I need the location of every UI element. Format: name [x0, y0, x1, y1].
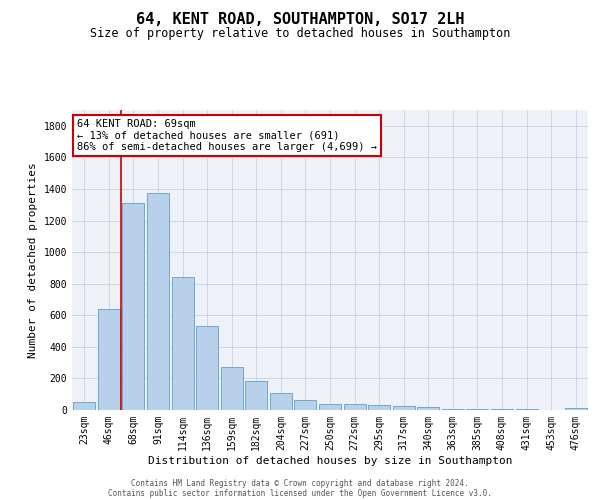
- Bar: [442, 409, 464, 410]
- Bar: [319, 404, 341, 410]
- Bar: [98, 309, 120, 410]
- Bar: [270, 394, 292, 410]
- Bar: [515, 409, 538, 410]
- Text: 64, KENT ROAD, SOUTHAMPTON, SO17 2LH: 64, KENT ROAD, SOUTHAMPTON, SO17 2LH: [136, 12, 464, 28]
- Bar: [172, 276, 194, 410]
- Y-axis label: Number of detached properties: Number of detached properties: [28, 162, 38, 358]
- Bar: [295, 400, 316, 410]
- Text: Size of property relative to detached houses in Southampton: Size of property relative to detached ho…: [90, 28, 510, 40]
- Bar: [491, 409, 513, 410]
- Bar: [122, 203, 145, 410]
- Bar: [344, 404, 365, 410]
- Bar: [73, 402, 95, 410]
- Bar: [245, 381, 268, 410]
- Text: Contains public sector information licensed under the Open Government Licence v3: Contains public sector information licen…: [108, 488, 492, 498]
- Bar: [466, 409, 488, 410]
- Text: Contains HM Land Registry data © Crown copyright and database right 2024.: Contains HM Land Registry data © Crown c…: [131, 478, 469, 488]
- Text: 64 KENT ROAD: 69sqm
← 13% of detached houses are smaller (691)
86% of semi-detac: 64 KENT ROAD: 69sqm ← 13% of detached ho…: [77, 119, 377, 152]
- Bar: [196, 326, 218, 410]
- Bar: [565, 408, 587, 410]
- X-axis label: Distribution of detached houses by size in Southampton: Distribution of detached houses by size …: [148, 456, 512, 466]
- Bar: [221, 366, 243, 410]
- Bar: [147, 193, 169, 410]
- Bar: [417, 407, 439, 410]
- Bar: [368, 406, 390, 410]
- Bar: [392, 406, 415, 410]
